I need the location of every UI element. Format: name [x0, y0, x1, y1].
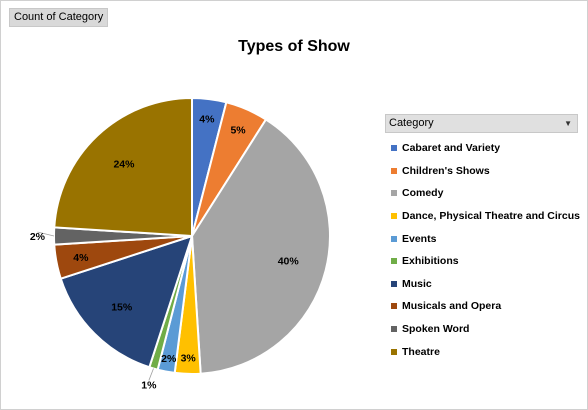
legend-swatch [391, 167, 397, 174]
legend-item[interactable]: Musicals and Opera [385, 295, 578, 318]
legend-item[interactable]: Comedy [385, 182, 578, 205]
data-label-theatre: 24% [113, 159, 135, 171]
legend-item[interactable]: Exhibitions [385, 250, 578, 273]
legend-label: Theatre [402, 345, 440, 358]
legend-label: Spoken Word [402, 323, 470, 336]
data-label-exhibitions: 1% [141, 379, 157, 391]
legend-label: Exhibitions [402, 255, 459, 268]
chart-title: Types of Show [238, 38, 350, 55]
legend-item[interactable]: Spoken Word [385, 318, 578, 341]
legend-item[interactable]: Events [385, 227, 578, 250]
legend-label: Music [402, 277, 432, 290]
value-field-button[interactable]: Count of Category [9, 8, 109, 27]
pie-slice-comedy[interactable] [190, 118, 331, 375]
legend-label: Cabaret and Variety [402, 142, 501, 155]
dropdown-arrow-icon[interactable]: ▼ [564, 119, 572, 128]
data-label-musicals-and-opera: 4% [73, 252, 89, 264]
legend-swatch [391, 145, 397, 152]
legend-filter-button[interactable]: Category ▼ [385, 114, 578, 133]
leader-line [148, 368, 154, 381]
data-label-cabaret-and-variety: 4% [199, 113, 215, 125]
legend-items: Cabaret and Variety Children's Shows Comed… [385, 137, 580, 363]
pie-slice-theatre[interactable] [53, 96, 193, 238]
data-label-spoken-word: 2% [30, 231, 46, 243]
category-legend: Category ▼ Cabaret and Variety Children's… [385, 114, 580, 363]
legend-item[interactable]: Theatre [385, 340, 578, 363]
legend-header-label: Category [389, 117, 434, 129]
data-label-children-s-shows: 5% [230, 125, 246, 137]
legend-label: Children's Shows [402, 164, 490, 177]
legend-swatch [391, 258, 397, 265]
legend-item[interactable]: Dance, Physical Theatre and Circus [385, 205, 580, 228]
legend-item[interactable]: Music [385, 273, 578, 296]
legend-swatch [391, 235, 397, 242]
legend-swatch [391, 348, 397, 355]
legend-label: Comedy [402, 187, 444, 200]
legend-swatch [391, 326, 397, 333]
data-label-dance-physical-theatre-and-circus: 3% [181, 352, 197, 364]
legend-swatch [391, 303, 397, 310]
legend-label: Dance, Physical Theatre and Circus [402, 210, 580, 223]
data-label-comedy: 40% [278, 256, 300, 268]
legend-label: Musicals and Opera [402, 300, 502, 313]
legend-label: Events [402, 232, 437, 245]
data-label-events: 2% [161, 353, 177, 365]
legend-item[interactable]: Cabaret and Variety [385, 137, 578, 160]
leader-line [37, 231, 55, 237]
legend-swatch [391, 213, 397, 220]
data-label-music: 15% [111, 301, 133, 313]
legend-swatch [391, 190, 397, 197]
legend-swatch [391, 280, 397, 287]
legend-item[interactable]: Children's Shows [385, 160, 578, 183]
